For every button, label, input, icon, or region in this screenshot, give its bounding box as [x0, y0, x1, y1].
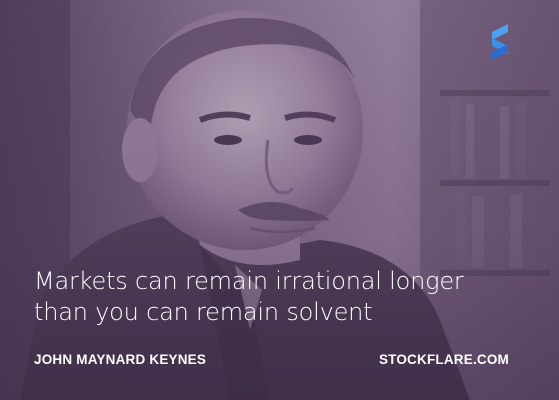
- quote-text: Markets can remain irrational longer tha…: [34, 266, 534, 328]
- quote-line-1: Markets can remain irrational longer: [34, 266, 534, 297]
- quote-line-2: than you can remain solvent: [34, 297, 534, 328]
- quote-author: JOHN MAYNARD KEYNES: [34, 352, 206, 367]
- website-link: STOCKFLARE.COM: [379, 352, 509, 367]
- stockflare-s-logo-icon: [486, 22, 514, 62]
